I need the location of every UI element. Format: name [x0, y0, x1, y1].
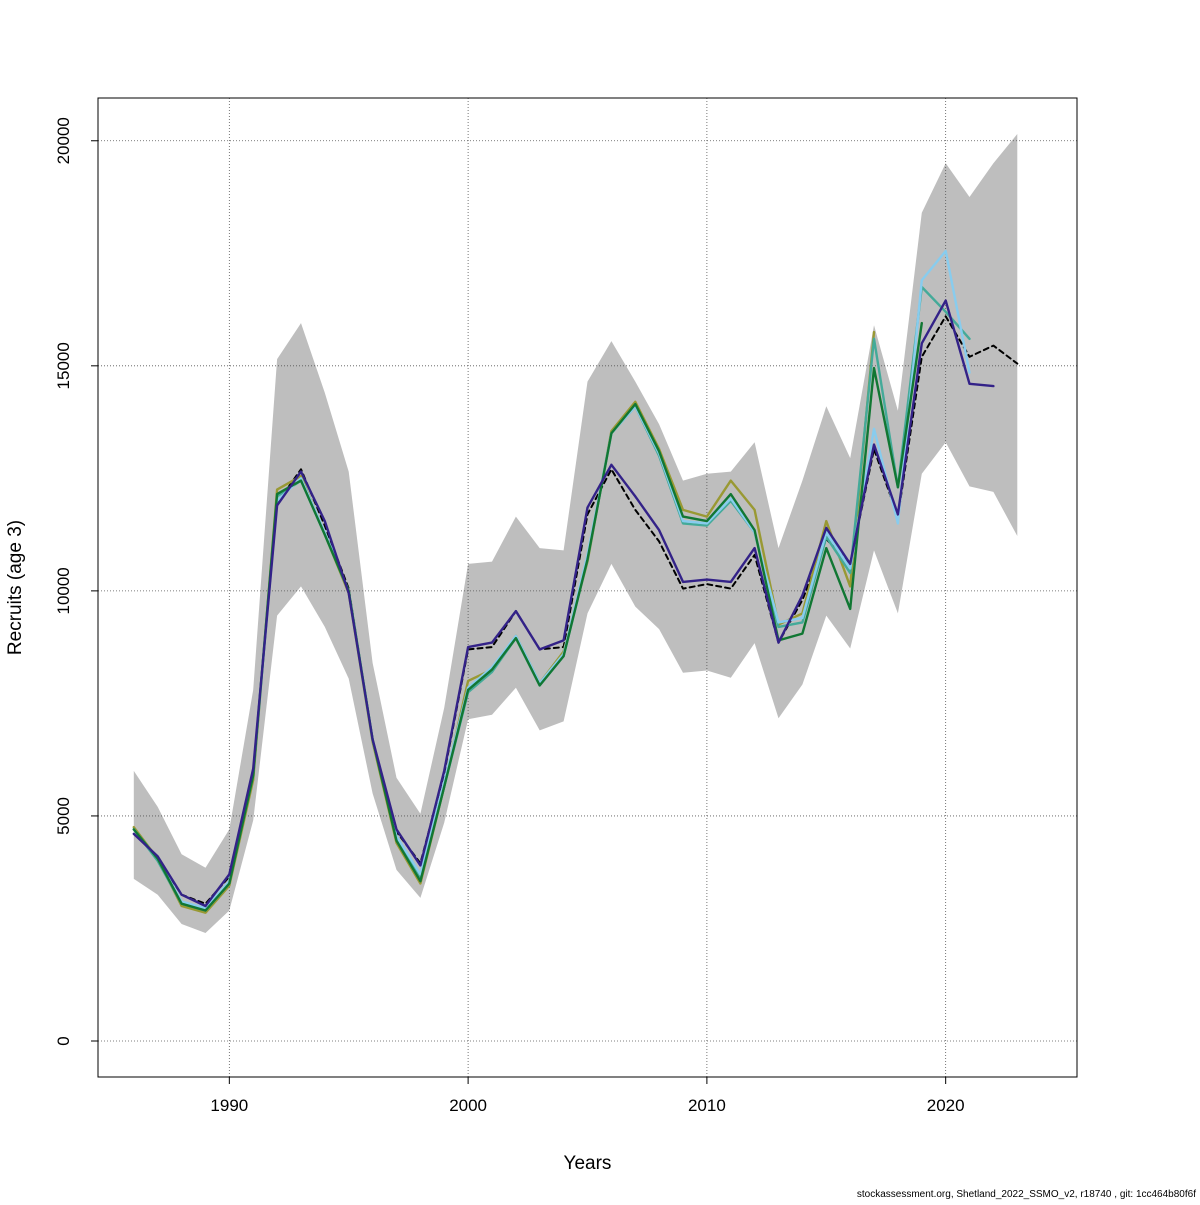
y-tick-label: 5000: [54, 797, 73, 835]
y-axis-title: Recruits (age 3): [5, 520, 26, 655]
x-tick-label: 1990: [210, 1096, 248, 1115]
plot-frame: [97, 97, 1078, 1078]
y-tick-label: 10000: [54, 567, 73, 614]
footer-credit: stockassessment.org, Shetland_2022_SSMO_…: [857, 1189, 1196, 1200]
y-tick-label: 20000: [54, 117, 73, 164]
series-line-6: [132, 299, 995, 908]
grid-layer: [98, 98, 1077, 1077]
x-tick-label: 2020: [927, 1096, 965, 1115]
x-tick-label: 2000: [449, 1096, 487, 1115]
confidence-band: [133, 134, 1018, 933]
x-axis-title: Years: [564, 1153, 612, 1174]
y-tick-label: 15000: [54, 342, 73, 389]
axis-layer: 1990 2000 2010 2020 0 5000 10000 15000 20000: [54, 117, 965, 1115]
y-tick-label: 0: [54, 1036, 73, 1045]
x-tick-label: 2010: [688, 1096, 726, 1115]
confidence-band-layer: [133, 134, 1018, 933]
series-layer: [132, 249, 1019, 914]
